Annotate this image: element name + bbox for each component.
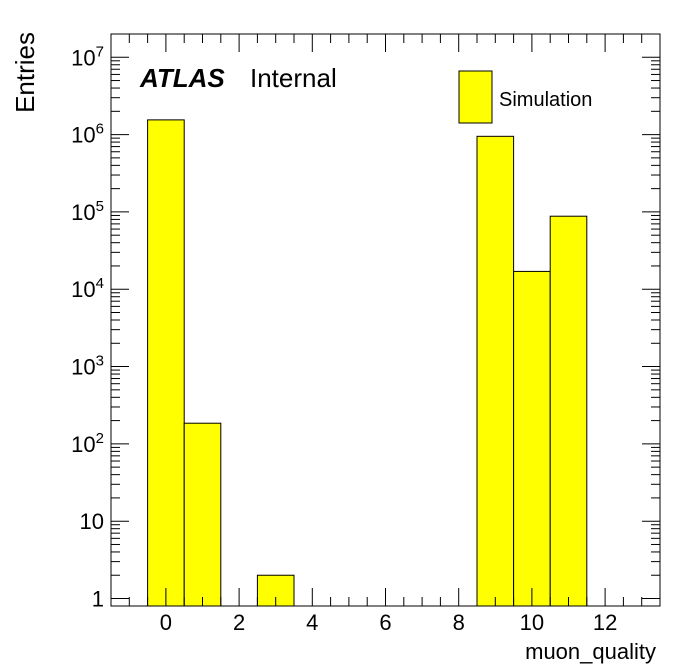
histogram-bar: [476, 135, 515, 607]
x-tick-label: 10: [520, 610, 544, 635]
y-tick-label: 107: [71, 43, 104, 70]
y-tick-label: 106: [71, 121, 104, 148]
legend-swatch: [458, 70, 493, 124]
x-axis-label: muon_quality: [525, 639, 656, 664]
y-tick-label: 103: [71, 353, 104, 380]
x-tick-label: 8: [453, 610, 465, 635]
y-tick-label: 105: [71, 198, 104, 225]
x-tick-label: 6: [379, 610, 391, 635]
histogram-bars: [147, 119, 588, 607]
x-tick-label: 4: [306, 610, 318, 635]
y-tick-label: 102: [71, 430, 104, 457]
histogram-bar: [183, 422, 222, 607]
y-tick-label: 1: [92, 587, 104, 612]
histogram-bar: [513, 270, 551, 607]
x-tick-label: 12: [593, 610, 617, 635]
y-tick-label: 104: [71, 275, 104, 302]
histogram-bar: [549, 215, 588, 607]
y-axis-ticks: 1 10 102 103 104 105 106 107: [71, 33, 660, 612]
internal-label: Internal: [250, 63, 337, 93]
atlas-label: ATLAS: [139, 63, 225, 93]
histogram-bar: [147, 119, 185, 607]
x-tick-label: 2: [233, 610, 245, 635]
legend-label: Simulation: [499, 89, 592, 111]
y-axis-label: Entries: [10, 32, 40, 113]
y-tick-label: 10: [80, 509, 104, 534]
x-tick-label: 0: [160, 610, 172, 635]
x-axis-ticks: 0 2 4 6 8 10 12: [110, 34, 661, 635]
